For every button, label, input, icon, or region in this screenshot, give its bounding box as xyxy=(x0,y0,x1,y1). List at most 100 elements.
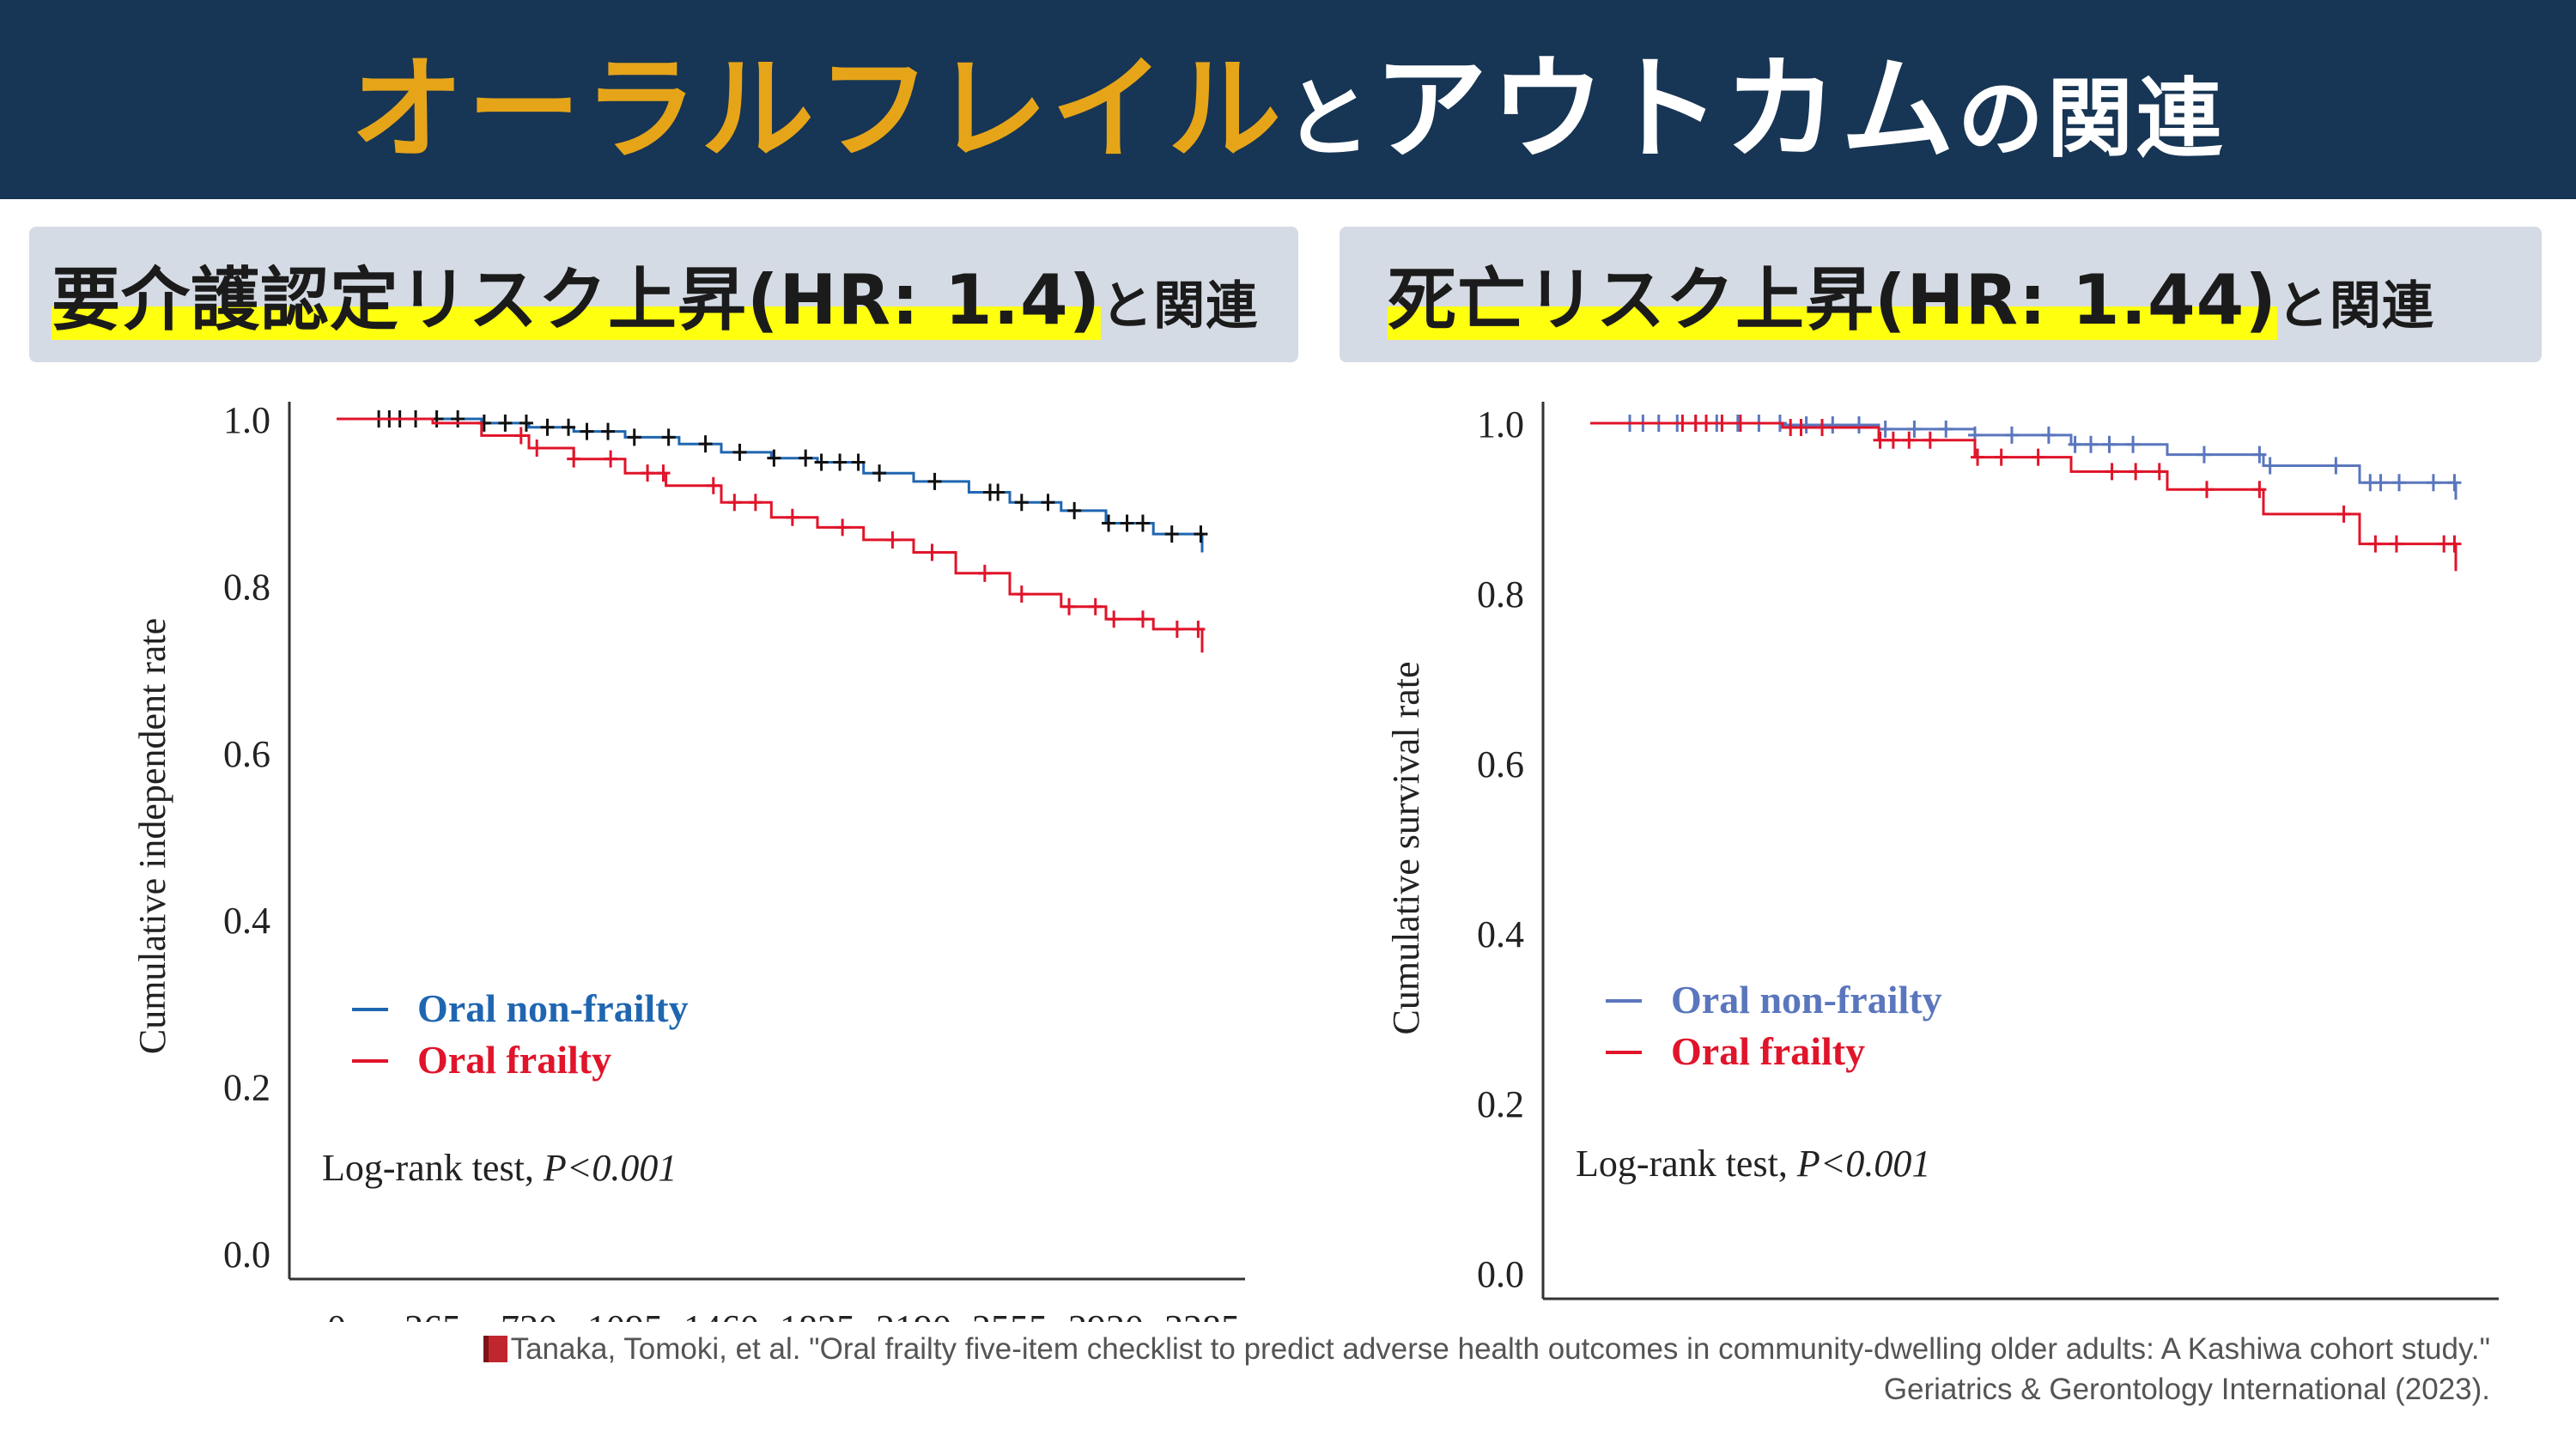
censor-mark-oral-non-frailty xyxy=(2102,435,2117,453)
censor-mark-oral-frailty xyxy=(641,464,655,482)
censor-mark-oral-frailty xyxy=(2200,481,2215,499)
book-icon xyxy=(483,1336,507,1362)
censor-mark-oral-frailty xyxy=(1675,415,1690,432)
censor-mark-oral-non-frailty xyxy=(1014,494,1029,512)
censor-mark-oral-non-frailty xyxy=(698,435,713,453)
censor-mark-oral-frailty xyxy=(2031,448,2045,466)
x-tick-label: 1460 xyxy=(683,1307,759,1322)
censor-mark-oral-non-frailty xyxy=(799,449,813,467)
censor-mark-oral-frailty xyxy=(1107,610,1121,628)
y-tick-label: 0.6 xyxy=(1477,743,1524,785)
censor-mark-oral-non-frailty xyxy=(627,428,641,446)
censor-mark-oral-non-frailty xyxy=(2392,474,2407,492)
censor-mark-oral-non-frailty xyxy=(2329,457,2343,475)
censor-mark-oral-frailty xyxy=(1886,431,1900,449)
x-tick-label: 3285 xyxy=(1164,1307,1240,1322)
censor-mark-oral-non-frailty xyxy=(833,453,848,471)
censor-mark-oral-frailty xyxy=(1994,448,2008,466)
censor-mark-oral-non-frailty xyxy=(1067,501,1082,519)
km-curve-oral-frailty xyxy=(337,417,1204,653)
censor-mark-oral-non-frailty xyxy=(851,453,866,471)
censor-mark-oral-frailty xyxy=(1794,418,1808,436)
censor-mark-oral-frailty xyxy=(2152,463,2166,481)
censor-mark-oral-non-frailty xyxy=(2252,446,2267,464)
censor-mark-oral-frailty xyxy=(885,530,900,549)
censor-mark-oral-frailty xyxy=(2447,535,2462,553)
censor-mark-oral-non-frailty xyxy=(540,418,555,436)
y-tick-label: 0.8 xyxy=(223,566,270,608)
citation-line-1: Tanaka, Tomoki, et al. "Oral frailty fiv… xyxy=(483,1329,2490,1369)
censor-mark-oral-non-frailty xyxy=(1826,415,1840,433)
y-tick-label: 1.0 xyxy=(223,399,270,441)
y-tick-label: 0.4 xyxy=(223,900,270,942)
censor-mark-oral-non-frailty xyxy=(2263,457,2277,475)
y-tick-label: 0.0 xyxy=(223,1234,270,1276)
x-tick-label: 2555 xyxy=(972,1307,1048,1322)
x-tick-label: 1825 xyxy=(780,1307,855,1322)
x-tick-label: 365 xyxy=(404,1307,461,1322)
heading-care-risk-text: 要介護認定リスク上昇(HR: 1.4) xyxy=(52,260,1102,340)
censor-mark-oral-non-frailty xyxy=(1851,415,1866,433)
censor-mark-oral-non-frailty xyxy=(2004,426,2019,444)
censor-mark-oral-frailty xyxy=(1170,620,1184,638)
censor-mark-oral-frailty xyxy=(2105,463,2119,481)
y-tick-label: 0.6 xyxy=(223,733,270,775)
km-curve-oral-frailty xyxy=(1590,421,2458,572)
censor-mark-oral-non-frailty xyxy=(451,410,465,427)
censor-mark-oral-non-frailty xyxy=(814,453,829,471)
censor-mark-oral-frailty xyxy=(513,427,528,445)
censor-mark-oral-frailty xyxy=(1815,418,1830,436)
citation: Tanaka, Tomoki, et al. "Oral frailty fiv… xyxy=(483,1329,2490,1410)
page-title: オーラルフレイルとアウトカムの関連 xyxy=(350,18,2226,182)
legend-label-oral-non-frailty: Oral non-frailty xyxy=(1671,978,1942,1022)
x-tick-label: 730 xyxy=(501,1307,557,1322)
censor-mark-oral-frailty xyxy=(925,543,939,561)
censor-mark-oral-non-frailty xyxy=(1120,514,1134,532)
logrank-annotation: Log-rank test, P<0.001 xyxy=(1576,1143,1930,1185)
censor-mark-oral-frailty xyxy=(2389,535,2403,553)
legend-label-oral-frailty: Oral frailty xyxy=(1671,1029,1865,1073)
censor-mark-oral-frailty xyxy=(1014,585,1029,603)
censor-mark-oral-frailty xyxy=(1733,415,1747,432)
censor-mark-oral-non-frailty xyxy=(2196,446,2211,464)
y-tick-label: 0.2 xyxy=(223,1067,270,1109)
censor-mark-oral-frailty xyxy=(835,518,850,537)
censor-mark-oral-non-frailty xyxy=(2084,435,2099,453)
censor-mark-oral-frailty xyxy=(2368,535,2383,553)
censor-mark-oral-frailty xyxy=(2336,505,2351,523)
censor-mark-oral-non-frailty xyxy=(1878,420,1893,438)
censor-mark-oral-non-frailty xyxy=(2126,435,2141,453)
title-part-relation: の関連 xyxy=(1958,68,2226,169)
km-chart-independence: 0.0 0.2 0.4 0.6 0.8 1.0 0 365 730 1095 1460 1825 219… xyxy=(131,399,1245,1322)
censor-mark-oral-non-frailty xyxy=(661,428,676,446)
censor-mark-oral-non-frailty xyxy=(1194,525,1208,543)
km-chart-survival: 0.00.20.40.60.81.00365730109514601825219… xyxy=(1385,402,2499,1300)
censor-mark-oral-non-frailty xyxy=(2426,474,2440,492)
censor-mark-oral-frailty xyxy=(1873,431,1887,449)
header-bar: オーラルフレイルとアウトカムの関連 xyxy=(0,0,2576,199)
heading-care-risk-tail: と関連 xyxy=(1101,276,1259,336)
censor-mark-oral-frailty xyxy=(567,450,581,468)
censor-mark-oral-non-frailty xyxy=(991,483,1005,501)
censor-mark-oral-frailty xyxy=(604,450,618,468)
censor-mark-oral-non-frailty xyxy=(562,418,576,436)
censor-mark-oral-non-frailty xyxy=(1041,494,1055,512)
x-tick-label: 0 xyxy=(327,1307,346,1322)
y-axis-label: Cumulative independent rate xyxy=(131,618,173,1054)
y-axis-label: Cumulative survival rate xyxy=(1385,662,1427,1035)
censor-mark-oral-frailty xyxy=(1135,610,1150,628)
legend-label-oral-non-frailty: Oral non-frailty xyxy=(417,986,689,1030)
title-part-to: と xyxy=(1285,68,1374,169)
citation-line-2: Geriatrics & Gerontology International (… xyxy=(1883,1373,2490,1406)
censor-mark-oral-non-frailty xyxy=(601,422,616,440)
censor-mark-oral-frailty xyxy=(1902,431,1917,449)
y-tick-label: 0.2 xyxy=(1477,1083,1524,1125)
censor-mark-oral-non-frailty xyxy=(1164,525,1179,543)
censor-mark-oral-frailty xyxy=(727,494,742,512)
y-tick-label: 0.0 xyxy=(1477,1253,1524,1295)
x-tick-label: 1095 xyxy=(587,1307,663,1322)
censor-mark-oral-frailty xyxy=(2252,481,2267,499)
censor-mark-oral-frailty xyxy=(977,564,992,582)
censor-mark-oral-frailty xyxy=(1923,431,1937,449)
censor-mark-oral-non-frailty xyxy=(2447,474,2462,492)
